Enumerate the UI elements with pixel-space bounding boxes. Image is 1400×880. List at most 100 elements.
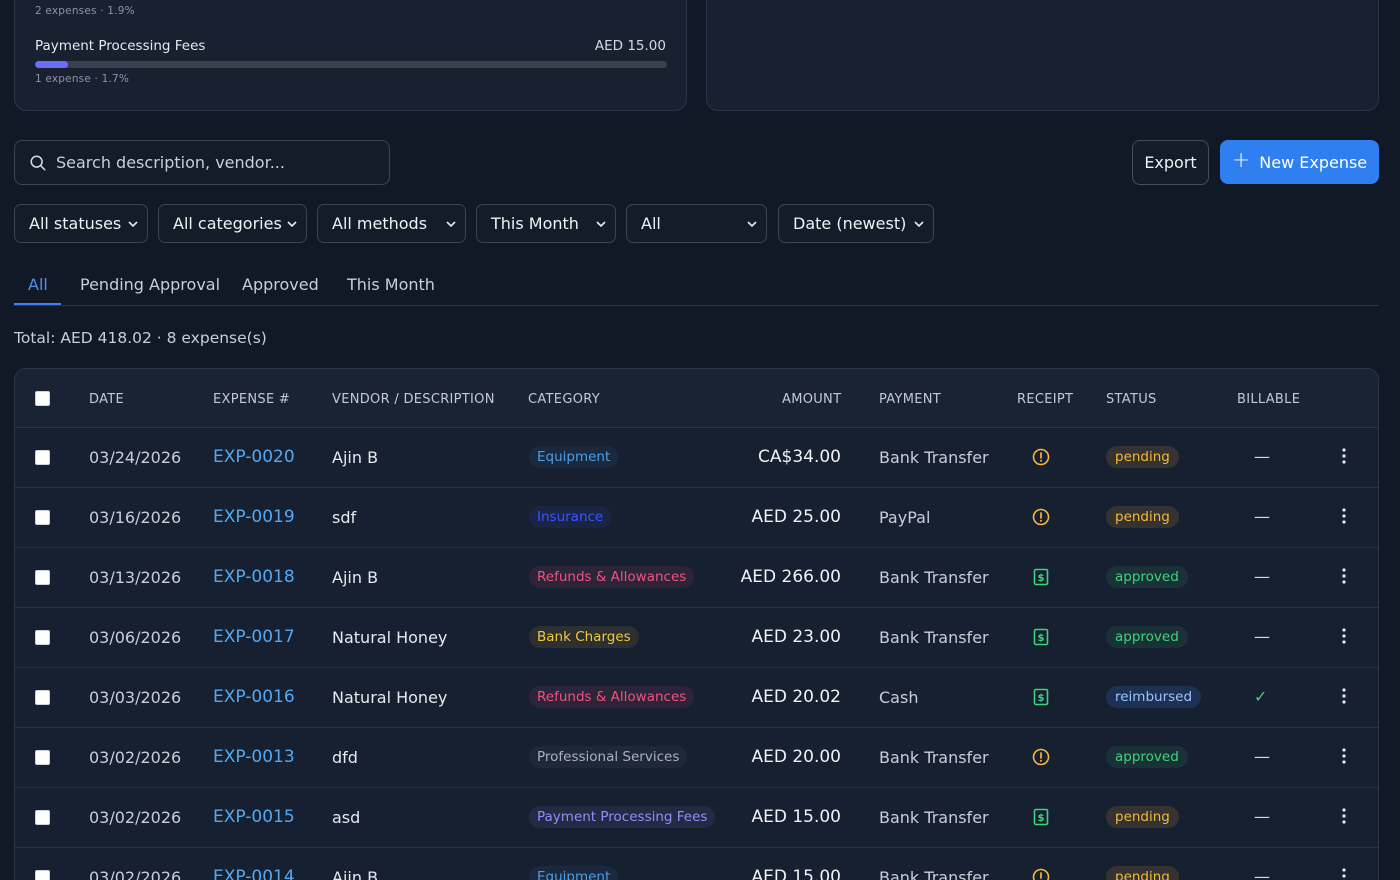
export-button[interactable]: Export: [1132, 140, 1209, 185]
category-filter-select[interactable]: All categories: [158, 204, 307, 243]
receipt-missing-icon[interactable]: [1031, 507, 1051, 527]
sort-value: Date (newest): [793, 214, 907, 233]
table-row[interactable]: 03/02/2026 EXP-0015 asd Payment Processing …: [15, 788, 1378, 848]
expense-number-link[interactable]: EXP-0020: [213, 447, 295, 467]
expense-amount: AED 20.02: [751, 687, 841, 707]
more-actions-icon[interactable]: [1341, 627, 1347, 645]
expense-number-link[interactable]: EXP-0013: [213, 747, 295, 767]
header-payment[interactable]: PAYMENT: [879, 392, 942, 407]
tab-all[interactable]: All: [28, 275, 48, 294]
category-filter-value: All categories: [173, 214, 282, 233]
header-vendor[interactable]: VENDOR / DESCRIPTION: [332, 392, 495, 407]
row-checkbox[interactable]: [35, 750, 50, 765]
header-category[interactable]: CATEGORY: [528, 392, 600, 407]
receipt-missing-icon[interactable]: [1031, 747, 1051, 767]
table-row[interactable]: 03/16/2026 EXP-0019 sdf Insurance AED 25.00 P…: [15, 488, 1378, 548]
status-badge: reimbursed: [1106, 686, 1202, 708]
receipt-missing-icon[interactable]: [1031, 447, 1051, 467]
payment-method: Bank Transfer: [879, 748, 989, 767]
expense-vendor: Ajin B: [332, 868, 379, 880]
payment-method: Bank Transfer: [879, 568, 989, 587]
expense-number-link[interactable]: EXP-0014: [213, 867, 295, 880]
category-badge: Refunds & Allowances: [529, 566, 695, 588]
category-meta: 1 expense · 1.7%: [35, 73, 130, 85]
more-actions-icon[interactable]: [1341, 807, 1347, 825]
svg-text:$: $: [1038, 693, 1045, 704]
expense-amount: AED 15.00: [751, 867, 841, 880]
search-input[interactable]: [56, 153, 376, 172]
row-checkbox[interactable]: [35, 870, 50, 880]
row-checkbox[interactable]: [35, 690, 50, 705]
expense-amount: AED 266.00: [740, 567, 841, 587]
table-row[interactable]: 03/02/2026 EXP-0014 Ajin B Equipment AED 15.…: [15, 848, 1378, 880]
expense-amount: AED 15.00: [751, 807, 841, 827]
more-actions-icon[interactable]: [1341, 507, 1347, 525]
header-date[interactable]: DATE: [89, 392, 125, 407]
receipt-attached-icon[interactable]: $: [1031, 627, 1051, 647]
expense-date: 03/02/2026: [89, 748, 182, 767]
category-progress-track: [35, 61, 667, 68]
more-actions-icon[interactable]: [1341, 567, 1347, 585]
billable-filter-select[interactable]: All: [626, 204, 767, 243]
more-actions-icon[interactable]: [1341, 747, 1347, 765]
more-actions-icon[interactable]: [1341, 867, 1347, 880]
header-expense-number[interactable]: EXPENSE #: [213, 392, 291, 407]
status-badge: pending: [1106, 446, 1179, 468]
billable-value: —: [1254, 447, 1270, 466]
expense-date: 03/16/2026: [89, 508, 182, 527]
table-header: DATE EXPENSE # VENDOR / DESCRIPTION CATE…: [15, 369, 1378, 428]
status-filter-select[interactable]: All statuses: [14, 204, 148, 243]
method-filter-select[interactable]: All methods: [317, 204, 466, 243]
expense-vendor: sdf: [332, 508, 357, 527]
more-actions-icon[interactable]: [1341, 447, 1347, 465]
billable-value: —: [1254, 747, 1270, 766]
table-row[interactable]: 03/02/2026 EXP-0013 dfd Professional Servic…: [15, 728, 1378, 788]
table-row[interactable]: 03/06/2026 EXP-0017 Natural Honey Bank Char…: [15, 608, 1378, 668]
header-billable: BILLABLE: [1237, 392, 1301, 407]
chevron-down-icon: [128, 221, 138, 228]
row-checkbox[interactable]: [35, 450, 50, 465]
category-breakdown-card: 2 expenses · 1.9% Payment Processing Fee…: [14, 0, 687, 111]
status-badge: approved: [1106, 566, 1188, 588]
row-checkbox[interactable]: [35, 570, 50, 585]
status-badge: approved: [1106, 626, 1188, 648]
search-box[interactable]: [14, 140, 390, 185]
receipt-attached-icon[interactable]: $: [1031, 567, 1051, 587]
new-expense-button[interactable]: + New Expense: [1220, 140, 1379, 184]
select-all-checkbox[interactable]: [35, 391, 50, 406]
chevron-down-icon: [446, 221, 456, 228]
header-amount[interactable]: AMOUNT: [782, 392, 842, 407]
period-filter-select[interactable]: This Month: [476, 204, 616, 243]
payment-method: PayPal: [879, 508, 931, 527]
row-checkbox[interactable]: [35, 630, 50, 645]
tab-this-month[interactable]: This Month: [347, 275, 435, 294]
more-actions-icon[interactable]: [1341, 687, 1347, 705]
expense-number-link[interactable]: EXP-0016: [213, 687, 295, 707]
expense-vendor: asd: [332, 808, 361, 827]
receipt-attached-icon[interactable]: $: [1031, 807, 1051, 827]
expense-number-link[interactable]: EXP-0018: [213, 567, 295, 587]
expense-number-link[interactable]: EXP-0017: [213, 627, 295, 647]
payment-method: Bank Transfer: [879, 628, 989, 647]
tab-approved[interactable]: Approved: [242, 275, 319, 294]
expense-number-link[interactable]: EXP-0019: [213, 507, 295, 527]
expense-date: 03/02/2026: [89, 868, 182, 880]
payment-method: Bank Transfer: [879, 868, 989, 880]
receipt-attached-icon[interactable]: $: [1031, 687, 1051, 707]
expense-amount: CA$34.00: [758, 447, 841, 467]
status-filter-value: All statuses: [29, 214, 122, 233]
table-row[interactable]: 03/03/2026 EXP-0016 Natural Honey Refunds &…: [15, 668, 1378, 728]
expense-vendor: Ajin B: [332, 448, 379, 467]
table-row[interactable]: 03/13/2026 EXP-0018 Ajin B Refunds & Allowa…: [15, 548, 1378, 608]
category-badge: Insurance: [529, 506, 612, 528]
tab-pending-approval[interactable]: Pending Approval: [80, 275, 221, 294]
receipt-missing-icon[interactable]: [1031, 867, 1051, 880]
expense-number-link[interactable]: EXP-0015: [213, 807, 295, 827]
header-status[interactable]: STATUS: [1106, 392, 1157, 407]
table-row[interactable]: 03/24/2026 EXP-0020 Ajin B Equipment CA$34.0…: [15, 428, 1378, 488]
row-checkbox[interactable]: [35, 810, 50, 825]
row-checkbox[interactable]: [35, 510, 50, 525]
sort-select[interactable]: Date (newest): [778, 204, 934, 243]
expense-amount: AED 25.00: [751, 507, 841, 527]
expense-date: 03/03/2026: [89, 688, 182, 707]
